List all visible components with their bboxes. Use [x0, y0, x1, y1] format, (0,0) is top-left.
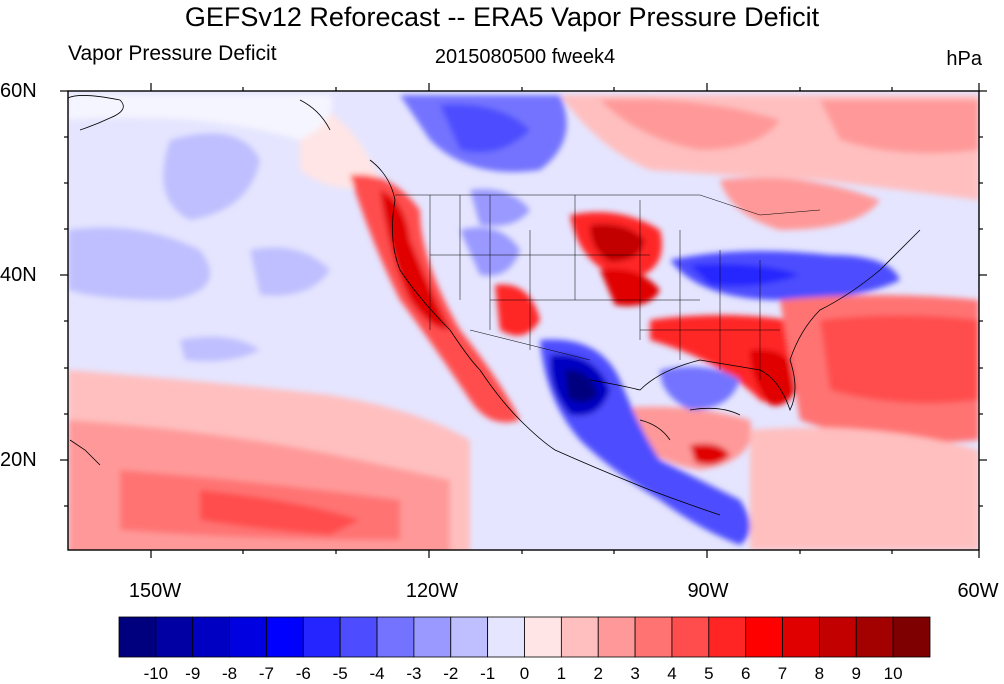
- colorbar: [118, 616, 931, 658]
- colorbar-tick-label: 6: [740, 664, 751, 683]
- colorbar-swatch: [229, 616, 267, 658]
- colorbar-swatch: [155, 616, 194, 658]
- lon-tick-label-150w: 150W: [128, 580, 182, 602]
- colorbar-tick-label: -6: [295, 664, 311, 683]
- colorbar-tick-label: 5: [704, 664, 714, 683]
- colorbar-swatch: [819, 616, 857, 658]
- colorbar-swatch: [339, 616, 378, 658]
- colorbar-swatch: [524, 616, 562, 658]
- colorbar-tick-label: 8: [814, 664, 825, 683]
- colorbar-tick-label: 1: [556, 664, 567, 683]
- variable-label: Vapor Pressure Deficit: [68, 42, 277, 65]
- colorbar-swatch: [266, 616, 304, 658]
- colorbar-swatch: [892, 616, 931, 658]
- colorbar-tick-label: -10: [143, 664, 169, 683]
- colorbar-tick-label: -1: [480, 664, 496, 683]
- colorbar-swatch: [118, 616, 157, 658]
- colorbar-tick-label: -2: [443, 664, 459, 683]
- coastlines: [68, 95, 921, 516]
- colorbar-swatch: [708, 616, 747, 658]
- state-boundaries: [395, 194, 821, 380]
- colorbar-swatch: [671, 616, 710, 658]
- lon-tick-label-120w: 120W: [405, 580, 459, 602]
- lat-tick-label-20n: 20N: [0, 449, 37, 471]
- colorbar-swatch: [855, 616, 894, 658]
- colorbar-tick-label: -5: [332, 664, 348, 683]
- colorbar-swatch: [192, 616, 230, 658]
- colorbar-tick-label: 10: [883, 664, 903, 683]
- lat-ticks: [60, 90, 987, 507]
- lon-ticks: [150, 83, 980, 558]
- colorbar-tick-label: 9: [851, 664, 861, 683]
- map-title: GEFSv12 Reforecast -- ERA5 Vapor Pressur…: [184, 2, 820, 32]
- colorbar-swatch: [782, 616, 820, 658]
- colorbar-swatch: [302, 616, 341, 658]
- colorbar-tick-label: -4: [369, 664, 385, 683]
- lat-tick-label-40n: 40N: [0, 264, 37, 286]
- colorbar-swatch: [634, 616, 673, 658]
- lon-tick-label-60w: 60W: [957, 580, 999, 602]
- colorbar-tick-label: 3: [630, 664, 640, 683]
- lon-tick-label-90w: 90W: [687, 580, 729, 602]
- units-label: hPa: [946, 48, 982, 70]
- lat-tick-label-60n: 60N: [0, 80, 37, 102]
- colorbar-tick-label: 2: [593, 664, 603, 683]
- colorbar-tick-label: 7: [777, 664, 788, 683]
- colorbar-swatch: [376, 616, 415, 658]
- anomaly-field: [68, 91, 979, 550]
- colorbar-swatch: [597, 616, 636, 658]
- colorbar-swatch: [487, 616, 525, 658]
- date-label: 2015080500 fweek4: [434, 46, 616, 68]
- colorbar-swatch: [745, 616, 783, 658]
- colorbar-swatch: [560, 616, 599, 658]
- colorbar-swatch: [413, 616, 452, 658]
- colorbar-tick-label: -8: [222, 664, 238, 683]
- colorbar-tick-label: -7: [258, 664, 275, 683]
- colorbar-tick-label: -3: [406, 664, 422, 683]
- colorbar-tick-label: 0: [519, 664, 530, 683]
- colorbar-swatch: [450, 616, 489, 658]
- colorbar-tick-label: 4: [667, 664, 677, 683]
- colorbar-tick-label: -9: [185, 664, 201, 683]
